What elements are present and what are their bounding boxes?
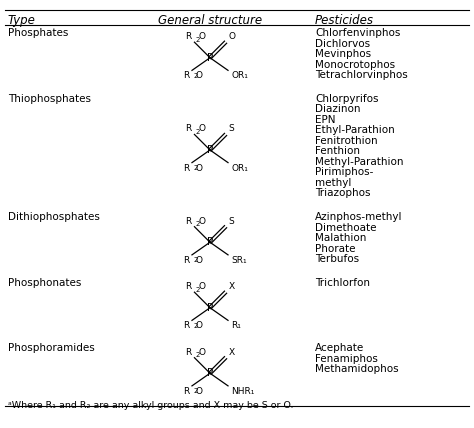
Text: O: O [199,348,205,357]
Text: R: R [183,163,189,172]
Text: S: S [228,125,234,134]
Text: Trichlorfon: Trichlorfon [315,278,370,288]
Text: Pesticides: Pesticides [315,14,374,27]
Text: Chlorfenvinphos: Chlorfenvinphos [315,28,401,38]
Text: O: O [196,321,203,330]
Text: Ethyl-Parathion: Ethyl-Parathion [315,125,395,135]
Text: 2: 2 [196,37,201,43]
Text: Azinphos-methyl: Azinphos-methyl [315,212,402,223]
Text: 2: 2 [193,323,198,329]
Text: O: O [199,125,205,134]
Text: SR₁: SR₁ [231,256,246,265]
Text: Type: Type [8,14,36,27]
Text: Diazinon: Diazinon [315,104,361,114]
Text: R: R [183,71,189,80]
Text: R: R [183,387,189,396]
Text: 2: 2 [193,257,198,263]
Text: General structure: General structure [158,14,262,27]
Text: ᵃWhere R₁ and R₂ are any alkyl groups and X may be S or O.: ᵃWhere R₁ and R₂ are any alkyl groups an… [8,401,293,410]
Text: R: R [183,256,189,265]
Text: Triazophos: Triazophos [315,188,371,198]
Text: X: X [228,348,235,357]
Text: O: O [196,387,203,396]
Text: Mevinphos: Mevinphos [315,49,371,59]
Text: Thiophosphates: Thiophosphates [8,93,91,104]
Text: Terbufos: Terbufos [315,255,359,265]
Text: Methamidophos: Methamidophos [315,365,399,374]
Text: 2: 2 [193,73,198,79]
Text: EPN: EPN [315,115,336,125]
Text: R: R [183,321,189,330]
Text: P: P [207,53,213,63]
Text: Pirimiphos-: Pirimiphos- [315,167,374,177]
Text: NHR₁: NHR₁ [231,387,255,396]
Text: R: R [185,282,191,291]
Text: Phosphonates: Phosphonates [8,278,82,288]
Text: R: R [185,217,191,226]
Text: Fenamiphos: Fenamiphos [315,354,378,364]
Text: O: O [196,71,203,80]
Text: Dithiophosphates: Dithiophosphates [8,212,100,223]
Text: 2: 2 [196,287,201,293]
Text: Dimethoate: Dimethoate [315,223,376,233]
Text: methyl: methyl [315,178,351,187]
Text: P: P [207,368,213,378]
Text: Malathion: Malathion [315,234,366,244]
Text: P: P [207,237,213,247]
Text: Phosphates: Phosphates [8,28,68,38]
Text: O: O [196,163,203,172]
Text: Fenitrothion: Fenitrothion [315,136,378,146]
Text: Phorate: Phorate [315,244,356,254]
Text: Phosphoramides: Phosphoramides [8,344,95,354]
Text: O: O [199,32,205,41]
Text: R₁: R₁ [231,321,241,330]
Text: R: R [185,348,191,357]
Text: 2: 2 [196,221,201,227]
Text: P: P [207,303,213,313]
Text: 2: 2 [193,388,198,394]
Text: Tetrachlorvinphos: Tetrachlorvinphos [315,70,408,80]
Text: O: O [196,256,203,265]
Text: Chlorpyrifos: Chlorpyrifos [315,93,379,104]
Text: O: O [199,282,205,291]
Text: OR₁: OR₁ [231,163,248,172]
Text: Acephate: Acephate [315,344,364,354]
Text: P: P [207,145,213,155]
Text: 2: 2 [196,129,201,135]
Text: Monocrotophos: Monocrotophos [315,59,395,69]
Text: O: O [228,32,236,41]
Text: S: S [228,217,234,226]
Text: Dichlorvos: Dichlorvos [315,39,370,48]
Text: OR₁: OR₁ [231,71,248,80]
Text: R: R [185,125,191,134]
Text: R: R [185,32,191,41]
Text: Fenthion: Fenthion [315,146,360,156]
Text: O: O [199,217,205,226]
Text: 2: 2 [196,352,201,358]
Text: Methyl-Parathion: Methyl-Parathion [315,157,403,166]
Text: X: X [228,282,235,291]
Text: 2: 2 [193,165,198,171]
